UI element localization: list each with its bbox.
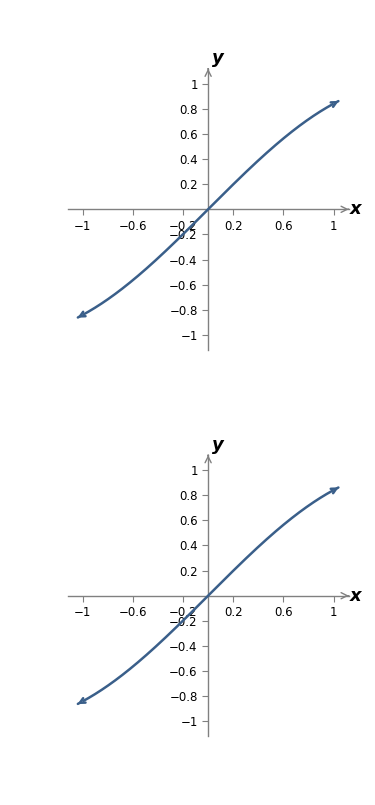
Text: y: y [212,436,223,454]
Text: x: x [350,200,361,218]
Text: y: y [212,49,223,68]
Text: x: x [350,587,361,605]
